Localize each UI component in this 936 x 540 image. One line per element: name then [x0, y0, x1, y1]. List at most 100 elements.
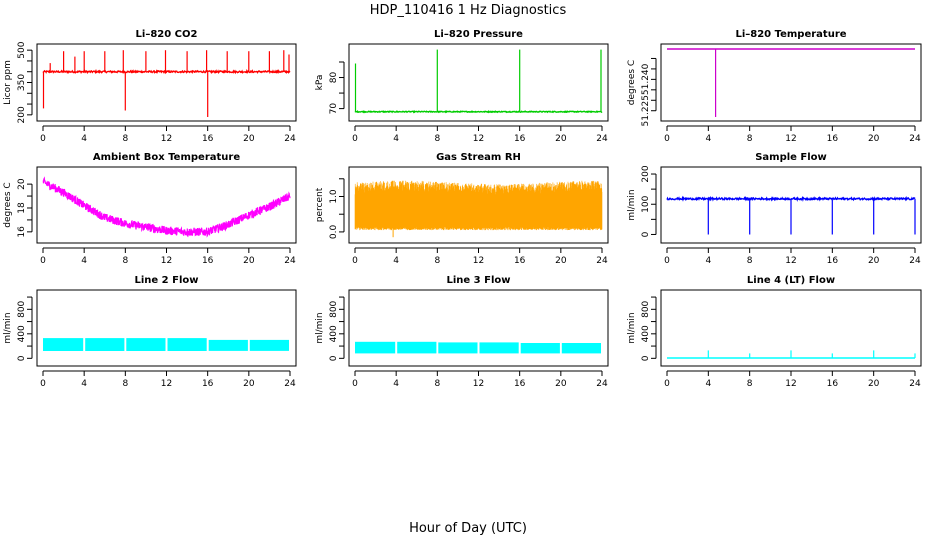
x-tick-label: 12 [161, 256, 172, 266]
plot-frame [348, 166, 609, 244]
flow-segment [355, 341, 396, 354]
x-tick-label: 16 [827, 134, 839, 144]
series-group [667, 350, 916, 359]
x-tick-label: 0 [352, 256, 358, 266]
plot-frame [36, 289, 297, 367]
y-axis-label: Licor ppm [3, 60, 13, 105]
x-tick-label: 16 [514, 134, 526, 144]
series-group [354, 49, 603, 114]
series-group [667, 48, 915, 117]
x-tick-label: 0 [352, 379, 358, 389]
x-tick-label: 12 [473, 256, 484, 266]
flow-segment [249, 339, 289, 351]
panel-title: Line 4 (LT) Flow [747, 275, 835, 286]
series-group [666, 195, 916, 235]
x-tick-label: 24 [284, 134, 296, 144]
y-axis: 0 400 800 [17, 296, 33, 361]
panel-title: Li–820 Temperature [735, 29, 846, 40]
flow-segment [85, 338, 125, 351]
plot-frame [660, 166, 922, 244]
x-tick-label: 4 [81, 256, 87, 266]
x-tick-label: 20 [555, 379, 567, 389]
x-axis: 0 4 8 12 16 20 24 [664, 370, 921, 389]
x-tick-label: 12 [785, 134, 796, 144]
panel-9: Line 4 (LT) Flow 0 4 8 12 16 20 24 0 400 800 ml/min [627, 275, 922, 389]
x-tick-label: 0 [664, 379, 670, 389]
y-tick-label: 0.0 [329, 224, 339, 239]
y-tick-label: 0 [329, 355, 339, 361]
x-tick-label: 4 [705, 256, 711, 266]
flow-segment [43, 338, 84, 351]
x-tick-label: 12 [161, 379, 172, 389]
x-tick-label: 4 [393, 256, 399, 266]
y-tick-label: 100 [641, 195, 651, 212]
y-tick-label: 200 [17, 106, 27, 123]
x-axis: 0 4 8 12 16 20 24 [664, 247, 921, 266]
x-tick-label: 0 [352, 134, 358, 144]
figure-xlabel: Hour of Day (UTC) [409, 521, 527, 536]
flow-segment [126, 338, 166, 351]
y-axis: 0.0 1.0 [329, 178, 345, 239]
y-tick-label: 800 [17, 300, 27, 317]
x-tick-label: 24 [909, 256, 921, 266]
series-line [42, 68, 291, 75]
x-tick-label: 12 [473, 134, 484, 144]
x-tick-label: 0 [40, 379, 46, 389]
series-group [354, 180, 603, 238]
y-axis-label: degrees C [627, 60, 637, 105]
y-axis-label: ml/min [627, 189, 637, 220]
x-tick-label: 8 [434, 134, 440, 144]
y-axis: 0 100 200 [641, 165, 657, 237]
x-tick-label: 24 [909, 134, 921, 144]
y-tick-label: 200 [641, 165, 651, 182]
y-axis-label: ml/min [315, 312, 325, 343]
x-axis: 0 4 8 12 16 20 24 [664, 125, 921, 144]
y-axis-label: ml/min [3, 312, 13, 343]
y-tick-label: 400 [17, 325, 27, 342]
panel-5: Gas Stream RH 0 4 8 12 16 20 24 0.0 1.0 percent [315, 152, 609, 266]
panel-title: Ambient Box Temperature [93, 152, 240, 163]
x-tick-label: 20 [868, 134, 880, 144]
y-tick-label: 51.240 [641, 63, 651, 95]
plot-frame [36, 43, 297, 122]
series-line [354, 109, 603, 114]
x-tick-label: 12 [473, 379, 484, 389]
flow-segment [438, 342, 478, 354]
y-axis-label: kPa [315, 75, 325, 91]
panel-2: Li–820 Pressure 0 4 8 12 16 20 24 70 80 kPa [315, 29, 609, 144]
y-tick-label: 400 [329, 325, 339, 342]
flow-segment [208, 339, 248, 351]
series-group [355, 341, 601, 354]
y-tick-label: 800 [641, 300, 651, 317]
flow-segment [397, 341, 437, 354]
x-tick-label: 8 [747, 379, 753, 389]
x-tick-label: 4 [393, 134, 399, 144]
x-tick-label: 8 [747, 256, 753, 266]
y-tick-label: 350 [17, 74, 27, 91]
panel-title: Li–820 CO2 [136, 29, 198, 40]
x-tick-label: 12 [785, 256, 796, 266]
y-axis: 70 80 [329, 61, 345, 114]
x-tick-label: 16 [202, 256, 214, 266]
panel-title: Line 3 Flow [447, 275, 511, 286]
panel-title: Line 2 Flow [135, 275, 199, 286]
y-tick-label: 400 [641, 325, 651, 342]
flow-segment [561, 343, 601, 354]
series-group [42, 50, 291, 117]
x-axis: 0 4 8 12 16 20 24 [352, 125, 608, 144]
x-tick-label: 16 [514, 379, 526, 389]
series-line [42, 176, 291, 238]
x-tick-label: 8 [434, 379, 440, 389]
plot-frame [348, 289, 609, 367]
x-axis: 0 4 8 12 16 20 24 [352, 370, 608, 389]
x-axis: 0 4 8 12 16 20 24 [40, 370, 296, 389]
x-tick-label: 24 [909, 379, 921, 389]
x-tick-label: 8 [122, 256, 128, 266]
x-tick-label: 8 [122, 134, 128, 144]
y-axis-label: percent [315, 187, 325, 222]
panel-3: Li–820 Temperature 0 4 8 12 16 20 24 51.22551.24… [627, 29, 922, 144]
x-tick-label: 20 [555, 256, 567, 266]
